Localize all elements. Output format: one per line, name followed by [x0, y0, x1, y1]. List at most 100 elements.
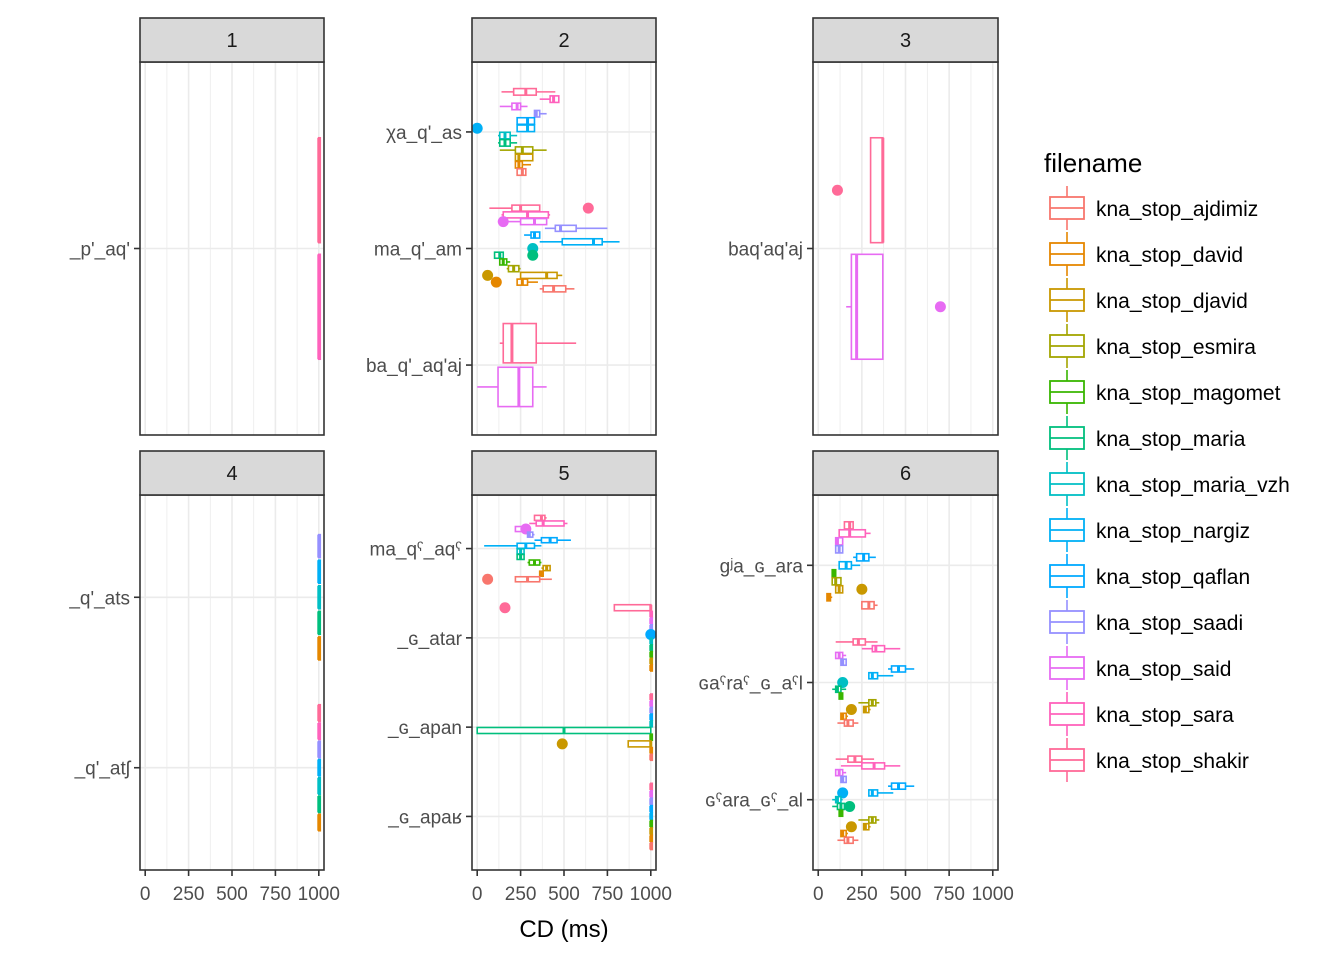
- y-tick-label: _p'_aq': [69, 240, 130, 261]
- outlier-point: [845, 821, 857, 833]
- legend-label: kna_stop_sara: [1096, 704, 1234, 727]
- boxplot-kna_stop_david: [490, 276, 538, 288]
- boxplot-kna_stop_nargiz: [868, 671, 894, 680]
- legend-entry: kna_stop_sara: [1049, 692, 1234, 736]
- boxplot-kna_stop_shakir: [831, 136, 885, 244]
- boxplot-kna_stop_maria: [832, 685, 847, 694]
- legend-entry: kna_stop_maria_vzh: [1049, 462, 1290, 506]
- boxplot-kna_stop_david: [840, 712, 848, 721]
- legend-label: kna_stop_shakir: [1096, 750, 1249, 773]
- y-tick-label: χa_q'_as: [386, 123, 462, 144]
- boxplot-kna_stop_nargiz: [838, 560, 861, 570]
- facet-strip: [812, 17, 999, 63]
- boxplot-kna_stop_qaflan: [516, 116, 536, 126]
- legend-entry: kna_stop_shakir: [1049, 738, 1249, 782]
- boxplot-kna_stop_djavid: [845, 821, 871, 833]
- x-tick-label: 0: [472, 884, 483, 905]
- boxplot-kna_stop_maria_vzh: [317, 584, 322, 610]
- outlier-point: [582, 202, 594, 214]
- outlier-point: [499, 602, 511, 614]
- legend-label: kna_stop_said: [1096, 658, 1231, 681]
- legend-entry: kna_stop_qaflan: [1049, 554, 1250, 598]
- boxplot-kna_stop_magomet: [527, 559, 542, 566]
- boxplot-kna_stop_maria: [649, 644, 654, 652]
- x-tick-label: 250: [505, 884, 537, 905]
- y-tick-label: gʲa_ɢ_ara: [720, 556, 804, 577]
- boxplot-kna_stop_djavid: [556, 738, 653, 750]
- boxplot-kna_stop_saadi: [834, 544, 844, 554]
- box: [516, 116, 536, 126]
- boxplot-kna_stop_esmira: [858, 816, 880, 824]
- boxplot-kna_stop_david: [317, 813, 322, 832]
- boxplot-kna_stop_saadi: [526, 531, 535, 538]
- x-tick-label: 1000: [972, 884, 1014, 905]
- facet-panel-5: _ɢ_apaʁ _ɢ_apan _ɢ_atar ma_qˤ_aqˤ 5 0 250 500 75…: [370, 450, 672, 905]
- boxplot-kna_stop_shakir: [501, 87, 556, 96]
- boxplot-kna_stop_ajdimiz: [649, 842, 654, 851]
- boxplot-kna_stop_sara: [838, 528, 871, 538]
- legend-label: kna_stop_nargiz: [1096, 520, 1250, 543]
- x-tick-label: 1000: [630, 884, 672, 905]
- outlier-point: [934, 301, 946, 313]
- y-tick-label: ɢˤara_ɢˤ_al: [705, 791, 803, 812]
- boxplot-kna_stop_ajdimiz: [861, 600, 878, 610]
- box: [502, 322, 538, 364]
- legend-title: filename: [1044, 148, 1142, 178]
- legend-entry: kna_stop_magomet: [1049, 370, 1281, 414]
- facet-panel-2: ba_q'_aq'aj ma_q'_am χa_q'_as 2: [366, 17, 657, 436]
- box: [514, 153, 534, 162]
- box: [838, 528, 867, 538]
- boxplot-kna_stop_nargiz: [317, 559, 322, 585]
- boxplot-kna_stop_qaflan: [853, 552, 876, 562]
- boxplot-kna_stop_sara: [649, 610, 654, 619]
- boxplot-kna_stop_saadi: [317, 533, 322, 559]
- boxplot-kna_stop_qaflan: [534, 536, 571, 544]
- boxplot-kna_stop_magomet: [649, 650, 654, 659]
- x-tick-label: 750: [933, 884, 965, 905]
- x-tick-label: 1000: [298, 884, 340, 905]
- boxplot-kna_stop_djavid: [514, 153, 534, 162]
- boxplot-kna_stop_maria: [498, 138, 518, 147]
- legend-label: kna_stop_qaflan: [1096, 566, 1250, 589]
- boxplot-kna_stop_maria_vzh: [832, 795, 843, 804]
- y-tick-label: _q'_atʃ: [74, 759, 132, 780]
- y-tick-label: ma_qˤ_aqˤ: [370, 540, 463, 561]
- boxplot-kna_stop_said: [649, 617, 654, 625]
- boxplot-kna_stop_sara: [529, 520, 568, 527]
- box: [511, 204, 541, 212]
- legend-label: kna_stop_saadi: [1096, 612, 1243, 635]
- boxplot-kna_stop_shakir: [843, 520, 854, 530]
- box: [519, 271, 558, 280]
- facet-strip: [812, 450, 999, 496]
- boxplot-kna_stop_ajdimiz: [482, 573, 552, 585]
- boxplot-kna_stop_ajdimiz: [649, 753, 654, 762]
- boxplot-kna_stop_magomet: [498, 258, 511, 266]
- facet-panel-3: baq'aq'aj 3: [728, 17, 999, 436]
- boxplot-kna_stop_david: [649, 746, 654, 755]
- boxplot-kna_stop_sara: [840, 762, 901, 770]
- outlier-point: [837, 787, 849, 799]
- outlier-point: [645, 629, 657, 641]
- x-axis-title: CD (ms): [519, 916, 608, 943]
- legend-label: kna_stop_ajdimiz: [1096, 198, 1258, 221]
- boxplot-kna_stop_david: [317, 636, 322, 661]
- box: [613, 603, 652, 612]
- boxplot-kna_stop_qaflan: [524, 231, 541, 239]
- boxplot-kna_stop_maria_vzh: [837, 677, 849, 688]
- legend-label: kna_stop_david: [1096, 244, 1243, 267]
- boxplot-kna_stop_shakir: [317, 136, 322, 244]
- box: [497, 366, 534, 408]
- boxplot-kna_stop_ajdimiz: [837, 719, 859, 727]
- x-tick-label: 750: [260, 884, 292, 905]
- box: [869, 136, 884, 244]
- boxplot-kna_stop_said: [499, 102, 528, 111]
- y-tick-label: baq'aq'aj: [728, 240, 803, 261]
- y-tick-label: _ɢ_atar: [397, 629, 463, 650]
- legend-label: kna_stop_maria_vzh: [1096, 474, 1290, 497]
- outlier-point: [471, 122, 483, 134]
- boxplot-kna_stop_qaflan: [645, 629, 657, 641]
- outlier-point: [527, 249, 539, 261]
- boxplot-kna_stop_shakir: [835, 638, 878, 646]
- legend: filename kna_stop_ajdimiz kna_stop_davidk…: [1044, 148, 1290, 782]
- box: [535, 520, 565, 527]
